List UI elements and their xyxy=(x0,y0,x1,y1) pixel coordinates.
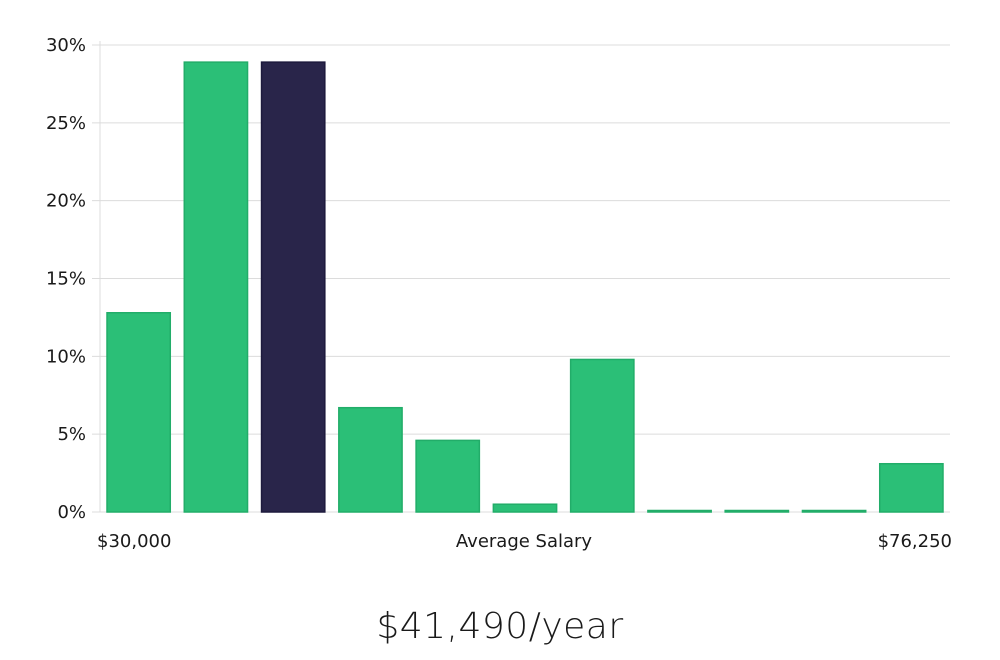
average-salary-value: $41,490/year xyxy=(376,606,624,647)
x-range-max-label: $76,250 xyxy=(878,531,952,552)
bar xyxy=(647,509,712,513)
bar xyxy=(415,439,481,513)
y-tick-label: 30% xyxy=(46,35,86,56)
bar xyxy=(338,406,403,513)
y-tick-label: 25% xyxy=(46,113,86,134)
bar xyxy=(724,509,790,513)
y-tick-label: 20% xyxy=(46,191,86,212)
bar-highlighted xyxy=(260,61,326,513)
bar xyxy=(878,462,944,513)
y-tick-label: 5% xyxy=(57,424,86,445)
bar xyxy=(106,312,172,513)
salary-distribution-chart: 0% 5% 10% 15% 20% 25% 30% $30,000 Average Sala… xyxy=(46,35,952,552)
bar xyxy=(569,358,635,513)
bar xyxy=(801,509,867,513)
y-tick-label: 0% xyxy=(57,502,86,523)
y-axis-ticks: 0% 5% 10% 15% 20% 25% 30% xyxy=(46,35,86,523)
y-tick-label: 10% xyxy=(46,346,86,367)
bar xyxy=(492,503,558,513)
bars xyxy=(106,61,944,513)
x-axis-title: Average Salary xyxy=(456,531,593,552)
y-tick-label: 15% xyxy=(46,269,86,290)
x-range-min-label: $30,000 xyxy=(97,531,171,552)
bar xyxy=(183,61,249,513)
